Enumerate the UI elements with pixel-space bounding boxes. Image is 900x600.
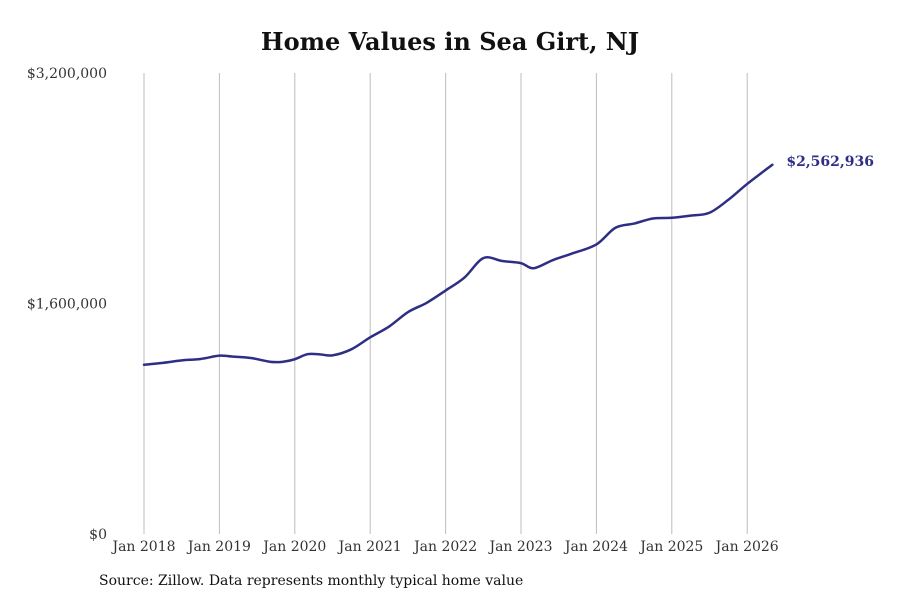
- series-line-0: [142, 163, 774, 366]
- x-tick-label: Jan 2020: [261, 539, 326, 555]
- grid-lines: [143, 73, 748, 534]
- y-tick-label: $0: [89, 527, 107, 543]
- x-tick-label: Jan 2023: [487, 539, 552, 555]
- source-note: Source: Zillow. Data represents monthly …: [99, 573, 524, 589]
- x-tick-label: Jan 2026: [714, 539, 779, 555]
- chart-title: Home Values in Sea Girt, NJ: [260, 27, 640, 56]
- x-tick-label: Jan 2022: [412, 539, 477, 555]
- y-axis-ticks: $0 $1,600,000 $3,200,000: [27, 66, 107, 543]
- x-tick-label: Jan 2018: [110, 539, 175, 555]
- series-layer: [142, 163, 774, 366]
- x-axis-ticks: Jan 2018 Jan 2019 Jan 2020 Jan 2021 Jan 2022…: [110, 539, 778, 555]
- x-tick-label: Jan 2019: [186, 539, 251, 555]
- x-tick-label: Jan 2021: [337, 539, 402, 555]
- y-tick-label: $1,600,000: [27, 297, 107, 313]
- x-tick-label: Jan 2024: [563, 539, 628, 555]
- x-tick-label: Jan 2025: [638, 539, 703, 555]
- y-tick-label: $3,200,000: [27, 66, 107, 82]
- end-value-label: $2,562,936: [786, 154, 874, 170]
